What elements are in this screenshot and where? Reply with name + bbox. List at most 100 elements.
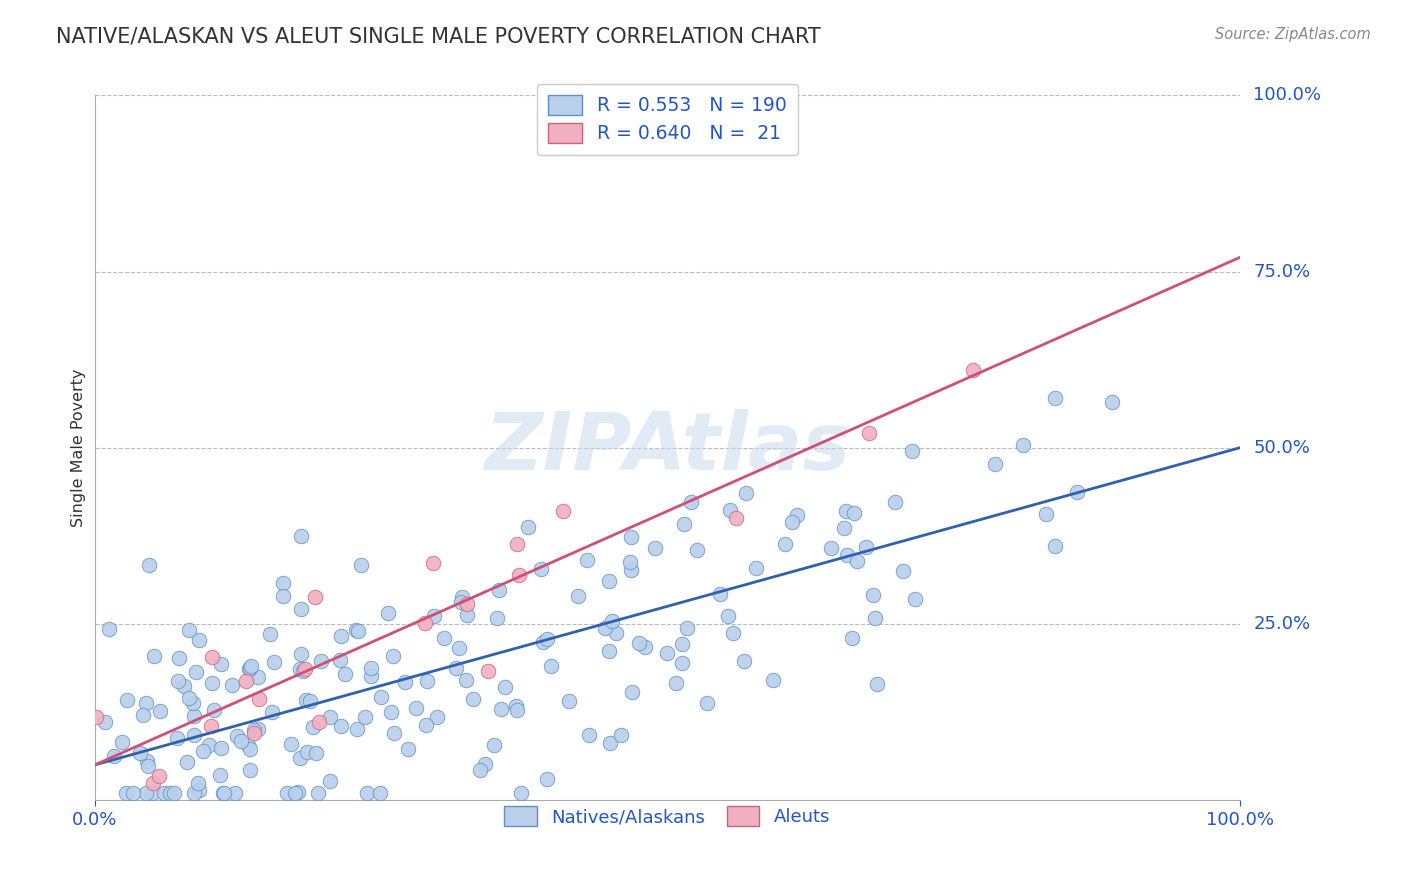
Point	[672, 516, 695, 531]
Point	[240, 658, 263, 673]
Point	[685, 543, 707, 558]
Point	[380, 705, 402, 719]
Point	[844, 506, 866, 520]
Point	[489, 701, 512, 715]
Point	[891, 564, 914, 578]
Point	[335, 666, 357, 681]
Point	[353, 710, 375, 724]
Point	[855, 541, 877, 555]
Point	[620, 562, 643, 576]
Point	[239, 741, 262, 756]
Point	[135, 786, 157, 800]
Point	[865, 611, 887, 625]
Point	[141, 786, 163, 800]
Point	[468, 763, 491, 777]
Point	[984, 457, 1007, 471]
Point	[290, 529, 312, 543]
Point	[415, 717, 437, 731]
Point	[284, 786, 307, 800]
Point	[620, 530, 643, 544]
Point	[311, 653, 333, 667]
Point	[834, 521, 856, 535]
Point	[329, 653, 352, 667]
Point	[454, 673, 477, 687]
Point	[179, 691, 201, 706]
Point	[292, 664, 315, 678]
Point	[183, 696, 205, 710]
Point	[444, 661, 467, 675]
Point	[263, 655, 285, 669]
Point	[516, 519, 538, 533]
Point	[208, 768, 231, 782]
Point	[835, 504, 858, 518]
Point	[307, 786, 329, 800]
Point	[188, 783, 211, 797]
Point	[212, 786, 235, 800]
Point	[461, 691, 484, 706]
Point	[862, 588, 884, 602]
Point	[709, 586, 731, 600]
Point	[1043, 391, 1066, 405]
Point	[644, 541, 666, 556]
Point	[346, 723, 368, 737]
Point	[846, 554, 869, 568]
Point	[148, 769, 170, 783]
Point	[735, 486, 758, 500]
Point	[198, 738, 221, 752]
Point	[235, 673, 257, 688]
Point	[619, 556, 641, 570]
Point	[347, 624, 370, 639]
Point	[962, 363, 984, 377]
Point	[239, 763, 262, 777]
Point	[209, 657, 232, 672]
Point	[508, 567, 530, 582]
Point	[229, 734, 252, 748]
Point	[259, 626, 281, 640]
Point	[294, 662, 316, 676]
Point	[122, 786, 145, 800]
Point	[356, 786, 378, 800]
Point	[531, 635, 554, 649]
Point	[159, 786, 181, 800]
Point	[598, 574, 620, 588]
Point	[820, 541, 842, 556]
Point	[344, 623, 367, 637]
Point	[485, 611, 508, 625]
Point	[94, 715, 117, 730]
Point	[271, 575, 294, 590]
Point	[249, 691, 271, 706]
Point	[98, 622, 121, 636]
Point	[536, 772, 558, 786]
Text: 25.0%: 25.0%	[1253, 615, 1310, 633]
Point	[370, 690, 392, 704]
Point	[280, 737, 302, 751]
Point	[484, 738, 506, 752]
Text: ZIPAtlas: ZIPAtlas	[484, 409, 851, 487]
Point	[593, 621, 616, 635]
Point	[671, 637, 693, 651]
Point	[271, 589, 294, 603]
Point	[177, 623, 200, 637]
Point	[153, 786, 176, 800]
Point	[246, 669, 269, 683]
Point	[201, 649, 224, 664]
Point	[187, 776, 209, 790]
Point	[634, 640, 657, 655]
Point	[295, 745, 318, 759]
Point	[368, 786, 391, 800]
Point	[426, 710, 449, 724]
Point	[602, 614, 624, 628]
Point	[149, 704, 172, 718]
Point	[901, 444, 924, 458]
Point	[415, 674, 437, 689]
Point	[665, 676, 688, 690]
Point	[377, 607, 399, 621]
Point	[780, 515, 803, 529]
Point	[167, 650, 190, 665]
Point	[456, 607, 478, 622]
Text: NATIVE/ALASKAN VS ALEUT SINGLE MALE POVERTY CORRELATION CHART: NATIVE/ALASKAN VS ALEUT SINGLE MALE POVE…	[56, 27, 821, 46]
Point	[396, 742, 419, 756]
Point	[360, 669, 382, 683]
Point	[135, 754, 157, 768]
Point	[447, 640, 470, 655]
